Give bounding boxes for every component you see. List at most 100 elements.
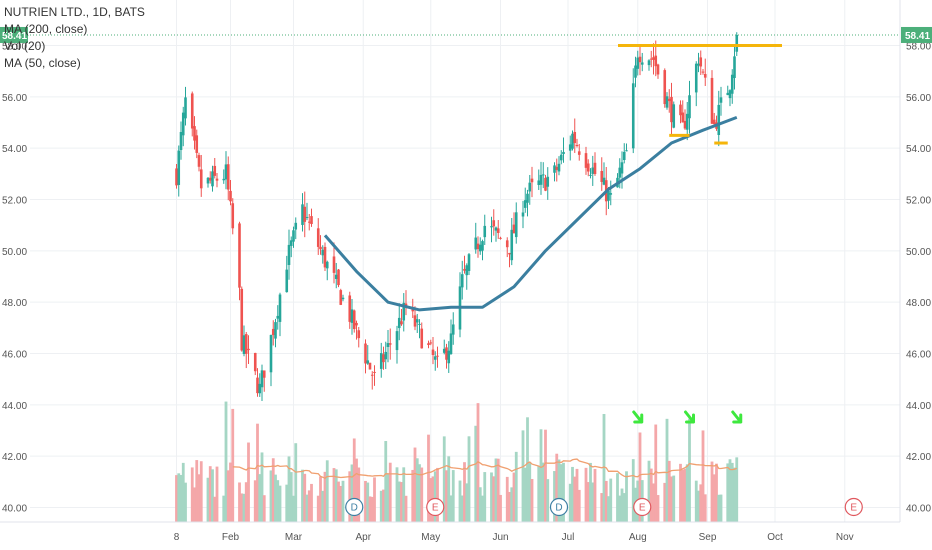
volume-bar bbox=[244, 482, 248, 522]
last-price-badge-right: 58.41 bbox=[901, 26, 932, 43]
volume-bar bbox=[528, 462, 532, 522]
volume-bar bbox=[508, 491, 511, 522]
earnings-marker[interactable]: E bbox=[633, 497, 652, 517]
time-axis[interactable]: 8 Feb Mar Apr May Jun Jul Aug Sep Oct Nov bbox=[0, 521, 900, 543]
legend-volume[interactable]: Vol (20) bbox=[4, 39, 46, 53]
candle bbox=[717, 90, 721, 147]
legend-ma50[interactable]: MA (50, close) bbox=[4, 56, 81, 70]
volume-bar bbox=[357, 467, 361, 522]
earnings-marker[interactable]: E bbox=[426, 497, 445, 517]
dividend-marker[interactable]: D bbox=[345, 497, 364, 517]
candle bbox=[305, 202, 309, 221]
volume-bar bbox=[537, 466, 541, 522]
candle bbox=[229, 179, 232, 206]
volume-bar bbox=[451, 470, 455, 522]
volume-bar bbox=[593, 468, 597, 522]
candle bbox=[226, 156, 230, 201]
candle bbox=[559, 150, 563, 165]
candle bbox=[719, 86, 723, 116]
volume-bar bbox=[427, 434, 430, 522]
earnings-marker[interactable]: E bbox=[844, 497, 863, 517]
volume-bar bbox=[269, 470, 273, 522]
volume-bar bbox=[199, 461, 203, 522]
volume-bar bbox=[685, 464, 689, 522]
volume-bar bbox=[184, 482, 187, 522]
volume-bar bbox=[352, 438, 356, 522]
candle bbox=[429, 339, 433, 346]
candle bbox=[400, 308, 403, 326]
volume-bar bbox=[478, 487, 482, 522]
candle bbox=[222, 169, 226, 184]
candle bbox=[609, 180, 613, 206]
candle bbox=[494, 226, 498, 242]
volume-bar bbox=[701, 430, 705, 522]
candle bbox=[636, 50, 640, 76]
candle bbox=[179, 121, 183, 160]
green-arrow-icon bbox=[684, 410, 695, 424]
volume-ma-path bbox=[232, 458, 738, 479]
candle bbox=[240, 286, 244, 352]
candle bbox=[694, 61, 698, 107]
candle bbox=[238, 221, 241, 301]
volume-bar bbox=[197, 474, 201, 522]
price-axis[interactable]: 58.00 58.00 56.00 56.00 54.00 54.00 52.00 52.00… bbox=[2, 0, 931, 522]
candle bbox=[562, 137, 565, 163]
dividend-marker[interactable]: D bbox=[549, 497, 569, 517]
candle bbox=[530, 166, 534, 198]
candle bbox=[701, 68, 705, 75]
volume-bar bbox=[334, 469, 338, 522]
svg-text:58.41: 58.41 bbox=[2, 31, 27, 42]
candle bbox=[589, 168, 592, 179]
volume-bar bbox=[400, 482, 403, 522]
volume-bar bbox=[368, 496, 372, 522]
annotations bbox=[618, 44, 782, 424]
time-tick: Feb bbox=[222, 532, 240, 543]
volume-bar bbox=[256, 423, 259, 522]
volume-bar bbox=[404, 495, 408, 522]
price-tick-left: 46.00 bbox=[2, 350, 27, 361]
candle bbox=[512, 212, 516, 234]
candle bbox=[458, 272, 462, 338]
candle bbox=[697, 52, 700, 73]
volume-bar bbox=[681, 469, 685, 522]
candle bbox=[688, 80, 691, 134]
volume-bar bbox=[697, 490, 700, 522]
volume-bar bbox=[373, 477, 376, 522]
volume-bar bbox=[616, 473, 619, 522]
volume-bar bbox=[285, 484, 289, 522]
volume-bar bbox=[379, 490, 383, 522]
volume-bar bbox=[481, 495, 484, 522]
candle bbox=[334, 262, 338, 289]
volume-ma-line bbox=[232, 458, 738, 479]
candle bbox=[397, 303, 401, 341]
volume-bar bbox=[683, 468, 687, 522]
candle bbox=[514, 202, 518, 244]
volume-bar bbox=[193, 487, 196, 522]
volume-bar bbox=[325, 460, 329, 522]
volume-bar bbox=[589, 462, 592, 522]
volume-bar bbox=[523, 467, 527, 522]
volume-bar bbox=[247, 442, 250, 522]
price-tick-right: 46.00 bbox=[906, 350, 931, 361]
volume-bar bbox=[195, 460, 199, 522]
volume-bar bbox=[546, 479, 550, 522]
volume-bar bbox=[647, 460, 651, 522]
candle bbox=[683, 109, 687, 130]
candle bbox=[476, 236, 480, 258]
candle bbox=[352, 309, 356, 333]
volume-bar bbox=[206, 477, 210, 522]
volume-bar bbox=[231, 408, 235, 522]
volume-bar bbox=[271, 458, 275, 522]
volume-bar bbox=[467, 436, 471, 522]
candle bbox=[575, 138, 579, 148]
candle bbox=[571, 130, 574, 151]
volume-bar bbox=[411, 469, 415, 522]
volume-bar bbox=[526, 417, 529, 522]
candle bbox=[415, 313, 419, 333]
legend-ma200[interactable]: MA (200, close) bbox=[4, 22, 88, 36]
candle bbox=[602, 162, 606, 186]
candle bbox=[395, 325, 399, 364]
candle bbox=[348, 291, 352, 329]
